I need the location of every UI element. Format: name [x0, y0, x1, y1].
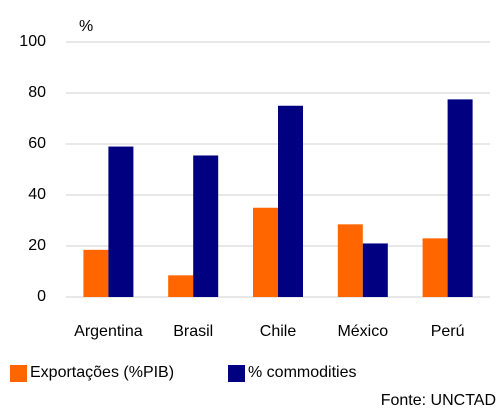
legend-swatch	[10, 365, 27, 382]
y-tick-label: 20	[28, 237, 46, 254]
x-tick-label: Perú	[431, 323, 465, 340]
legend-swatch	[228, 365, 245, 382]
bar	[422, 238, 448, 297]
bar	[253, 207, 278, 297]
y-tick-label: 80	[28, 84, 46, 101]
source: Fonte: UNCTAD	[381, 392, 496, 409]
y-tick-label: 0	[37, 288, 46, 305]
bar	[362, 243, 388, 297]
bar	[108, 146, 134, 297]
x-tick-label: Argentina	[74, 323, 143, 340]
legend-label: % commodities	[248, 364, 356, 381]
x-tick-label: Brasil	[173, 323, 213, 340]
x-tick-label: México	[337, 323, 388, 340]
bar	[193, 155, 219, 297]
y-tick-label: 100	[19, 33, 46, 50]
y-tick-label: 40	[28, 186, 46, 203]
y-tick-label: 60	[28, 135, 46, 152]
bar	[168, 275, 194, 297]
x-tick-label: Chile	[260, 323, 297, 340]
legend-label: Exportações (%PIB)	[30, 364, 174, 381]
bar	[337, 224, 363, 297]
bar	[278, 105, 303, 297]
bar	[447, 99, 473, 297]
y-axis-label: %	[79, 18, 93, 35]
bar	[83, 249, 109, 297]
